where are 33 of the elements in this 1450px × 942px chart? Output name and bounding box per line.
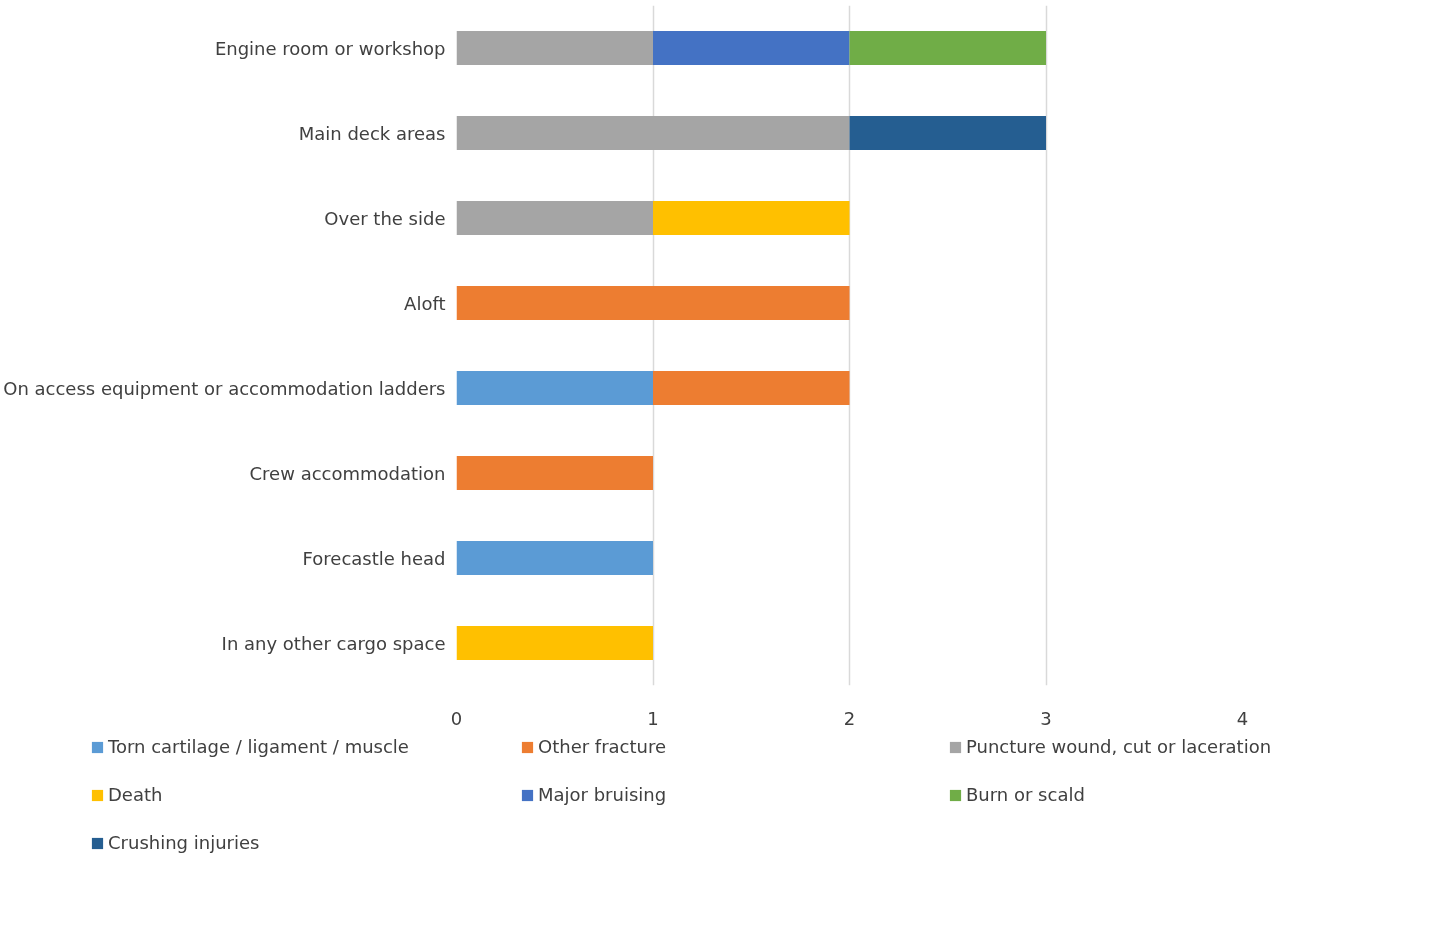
y-tick-label: Forecastle head (302, 547, 446, 569)
y-tick-label: Crew accommodation (249, 462, 446, 484)
x-tick-label: 3 (1040, 707, 1052, 729)
bar (456, 371, 653, 405)
x-tick-label: 1 (647, 707, 659, 729)
bar (653, 201, 850, 235)
y-tick-label: On access equipment or accommodation ladders (3, 377, 446, 399)
bar (653, 31, 850, 65)
x-tick-label: 2 (843, 707, 856, 729)
y-tick-label: Over the side (324, 207, 446, 229)
bar (456, 201, 653, 235)
x-tick-label: 4 (1236, 707, 1249, 729)
y-tick-label: Aloft (404, 292, 446, 314)
bar (456, 626, 653, 660)
bar (456, 456, 653, 490)
bar (456, 31, 653, 65)
legend-label: Other fracture (538, 736, 667, 757)
bar (849, 31, 1046, 65)
legend-label: Burn or scald (966, 784, 1085, 805)
legend-label: Death (108, 784, 163, 805)
x-tick-label: 0 (450, 707, 463, 729)
legend-label: Torn cartilage / ligament / muscle (108, 736, 409, 757)
y-tick-label: In any other cargo space (221, 632, 446, 654)
bar (456, 541, 653, 575)
bar (456, 116, 850, 150)
bar (849, 116, 1046, 150)
legend-label: Crushing injuries (108, 832, 260, 853)
y-tick-label: Main deck areas (298, 122, 446, 144)
legend-label: Puncture wound, cut or laceration (966, 736, 1272, 757)
legend-label: Major bruising (538, 784, 667, 805)
bar (456, 286, 850, 320)
bar (653, 371, 850, 405)
y-tick-label: Engine room or workshop (214, 37, 446, 59)
